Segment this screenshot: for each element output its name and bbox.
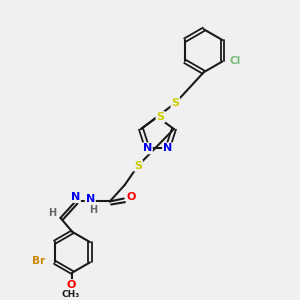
Text: O: O: [66, 280, 76, 290]
Text: N: N: [86, 194, 95, 203]
Text: S: S: [156, 112, 164, 122]
Text: S: S: [171, 98, 179, 108]
Text: Br: Br: [32, 256, 45, 266]
Text: N: N: [71, 192, 80, 202]
Text: O: O: [127, 192, 136, 202]
Text: N: N: [143, 143, 152, 153]
Text: CH₃: CH₃: [62, 290, 80, 299]
Text: Cl: Cl: [229, 56, 241, 67]
Text: H: H: [89, 205, 97, 215]
Text: H: H: [48, 208, 56, 218]
Text: S: S: [134, 161, 142, 171]
Text: N: N: [163, 143, 172, 153]
